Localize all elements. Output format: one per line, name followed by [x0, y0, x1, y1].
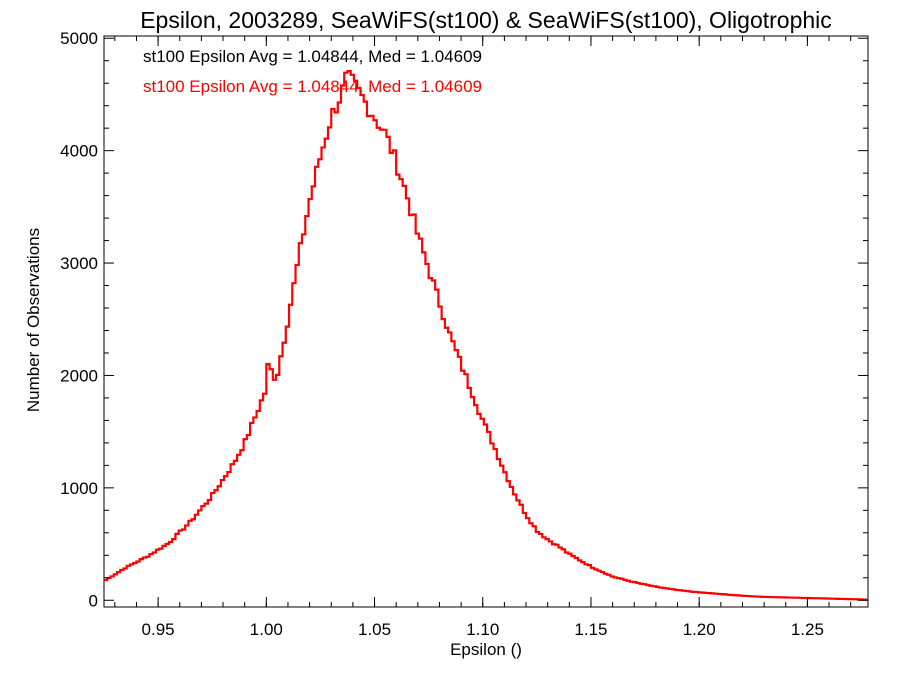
y-tick-label: 3000	[60, 254, 98, 273]
y-axis-label: Number of Observations	[24, 228, 43, 412]
series-layer	[104, 70, 869, 601]
x-tick-label: 1.00	[250, 620, 283, 639]
y-tick-label: 4000	[60, 142, 98, 161]
histogram-series-line	[104, 70, 869, 601]
x-tick-label: 1.15	[574, 620, 607, 639]
annotation-black: st100 Epsilon Avg = 1.04844, Med = 1.046…	[143, 47, 482, 66]
x-tick-label: 1.05	[358, 620, 391, 639]
y-tick-label: 1000	[60, 479, 98, 498]
annotation-red: st100 Epsilon Avg = 1.04844, Med = 1.046…	[143, 77, 482, 96]
y-tick-label: 0	[89, 591, 98, 610]
y-tick-label: 5000	[60, 29, 98, 48]
chart-title: Epsilon, 2003289, SeaWiFS(st100) & SeaWi…	[140, 7, 832, 33]
x-tick-label: 1.25	[791, 620, 824, 639]
plot-frame	[103, 35, 869, 608]
y-tick-label: 2000	[60, 366, 98, 385]
x-axis-label: Epsilon ()	[450, 640, 522, 659]
x-tick-label: 1.20	[683, 620, 716, 639]
x-tick-label: 0.95	[142, 620, 175, 639]
y-axis: 0 1000 2000 3000 4000 5000	[60, 29, 868, 610]
plot-border	[103, 35, 869, 608]
x-tick-label: 1.10	[466, 620, 499, 639]
x-axis: 0.95 1.00 1.05 1.10 1.15 1.20 1.25	[114, 36, 852, 639]
